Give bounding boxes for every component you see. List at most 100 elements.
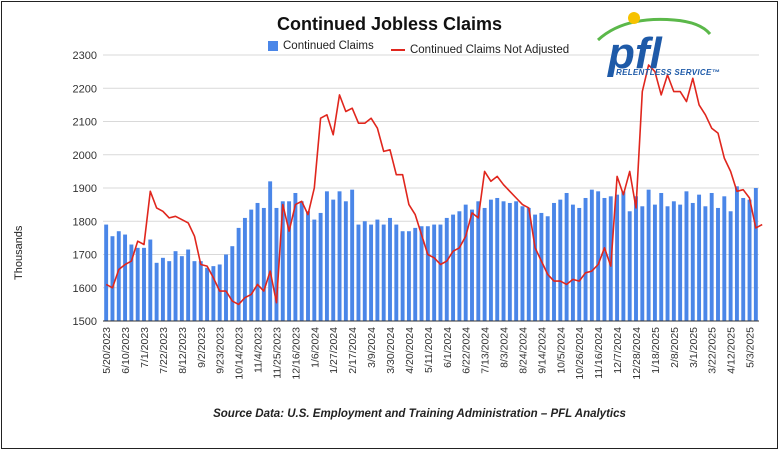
x-tick-label: 10/5/2024 [555, 327, 567, 374]
x-tick-label: 3/9/2024 [366, 327, 378, 368]
x-tick-label: 5/11/2024 [423, 327, 435, 373]
bar [406, 231, 411, 321]
x-tick-label: 10/26/2024 [574, 327, 586, 380]
bar [331, 199, 336, 321]
x-tick-label: 9/14/2024 [536, 327, 548, 374]
bar [186, 249, 191, 321]
bar [501, 201, 506, 321]
bar [198, 261, 203, 321]
bar [123, 234, 128, 321]
bar [589, 189, 594, 321]
bar [671, 201, 676, 321]
bar [268, 181, 273, 321]
bar [167, 261, 172, 321]
bar [388, 217, 392, 321]
bar [444, 217, 449, 321]
logo-brand-text: pfl [607, 29, 663, 78]
bar [646, 189, 651, 321]
bar [684, 191, 689, 321]
bar [381, 224, 386, 321]
bar [621, 191, 626, 321]
bar [507, 202, 512, 321]
x-tick-label: 6/10/2023 [120, 327, 132, 374]
x-tick-label: 8/24/2024 [517, 327, 529, 374]
bar [217, 264, 222, 321]
bar [413, 227, 418, 321]
x-tick-label: 11/4/2023 [253, 327, 265, 373]
bar [457, 211, 462, 321]
bar [482, 207, 487, 321]
bar [312, 219, 317, 321]
x-tick-label: 4/20/2024 [404, 327, 416, 374]
bar [741, 197, 746, 321]
bar [514, 201, 519, 321]
bar [476, 201, 481, 321]
x-tick-label: 1/27/2024 [328, 327, 340, 374]
bar [255, 202, 260, 321]
bar [299, 201, 304, 321]
x-tick-label: 12/16/2023 [290, 327, 302, 380]
y-tick-label: 2100 [73, 117, 97, 129]
bar [627, 211, 632, 321]
bar [129, 244, 134, 321]
bar [526, 207, 531, 321]
bar [451, 214, 456, 321]
legend-swatch-line [390, 49, 405, 51]
x-tick-label: 9/23/2023 [215, 327, 227, 374]
bar [104, 224, 109, 321]
legend: Continued Claims Continued Claims Not Ad… [268, 40, 583, 56]
bar [394, 224, 399, 321]
chart-title: Continued Jobless Claims [276, 14, 503, 34]
x-tick-label: 2/8/2025 [669, 327, 681, 368]
y-tick-label: 2300 [73, 50, 97, 62]
x-tick-label: 12/7/2024 [612, 327, 624, 374]
logo-tagline: RELENTLESS SERVICE™ [616, 68, 720, 77]
legend-item-bars: Continued Claims [268, 40, 374, 52]
x-tick-label: 9/2/2023 [196, 327, 208, 368]
bar [552, 202, 556, 321]
bar [160, 257, 165, 321]
legend-label-bars: Continued Claims [283, 40, 374, 52]
bar [747, 199, 752, 321]
bar [583, 197, 588, 321]
bar [640, 206, 645, 321]
y-tick-label: 1500 [73, 316, 97, 328]
x-tick-label: 3/1/2025 [688, 327, 700, 368]
bar [419, 226, 424, 321]
x-tick-label: 6/22/2024 [461, 327, 473, 374]
x-tick-label: 7/1/2023 [139, 327, 151, 368]
bar [224, 254, 228, 321]
bar [432, 224, 437, 321]
y-tick-label: 1600 [73, 283, 97, 295]
y-tick-label: 2000 [73, 150, 97, 162]
bar [545, 216, 550, 321]
bar [615, 194, 620, 321]
bar [293, 192, 298, 321]
bar [690, 202, 695, 321]
bar [306, 211, 310, 321]
bar [425, 226, 430, 321]
bar [110, 236, 115, 321]
bar [678, 204, 683, 321]
y-tick-label: 1900 [73, 183, 97, 195]
x-tick-label: 7/13/2024 [480, 327, 492, 374]
x-tick-label: 7/22/2023 [158, 327, 170, 374]
bar [734, 186, 739, 321]
x-tick-label: 5/20/2023 [101, 327, 113, 374]
bar [520, 206, 525, 321]
bar [350, 189, 355, 321]
bar [722, 196, 727, 321]
x-tick-label: 11/25/2023 [271, 327, 283, 379]
bar [274, 207, 279, 321]
bar [205, 267, 210, 321]
source-note: Source Data: U.S. Employment and Trainin… [213, 408, 626, 420]
bar [324, 191, 329, 321]
bar [148, 239, 153, 321]
bar [230, 246, 235, 321]
bar [488, 199, 493, 321]
bar [470, 209, 474, 321]
line-series-not-adjusted [105, 64, 763, 306]
legend-item-line: Continued Claims Not Adjusted [390, 44, 569, 56]
bar [369, 224, 374, 321]
